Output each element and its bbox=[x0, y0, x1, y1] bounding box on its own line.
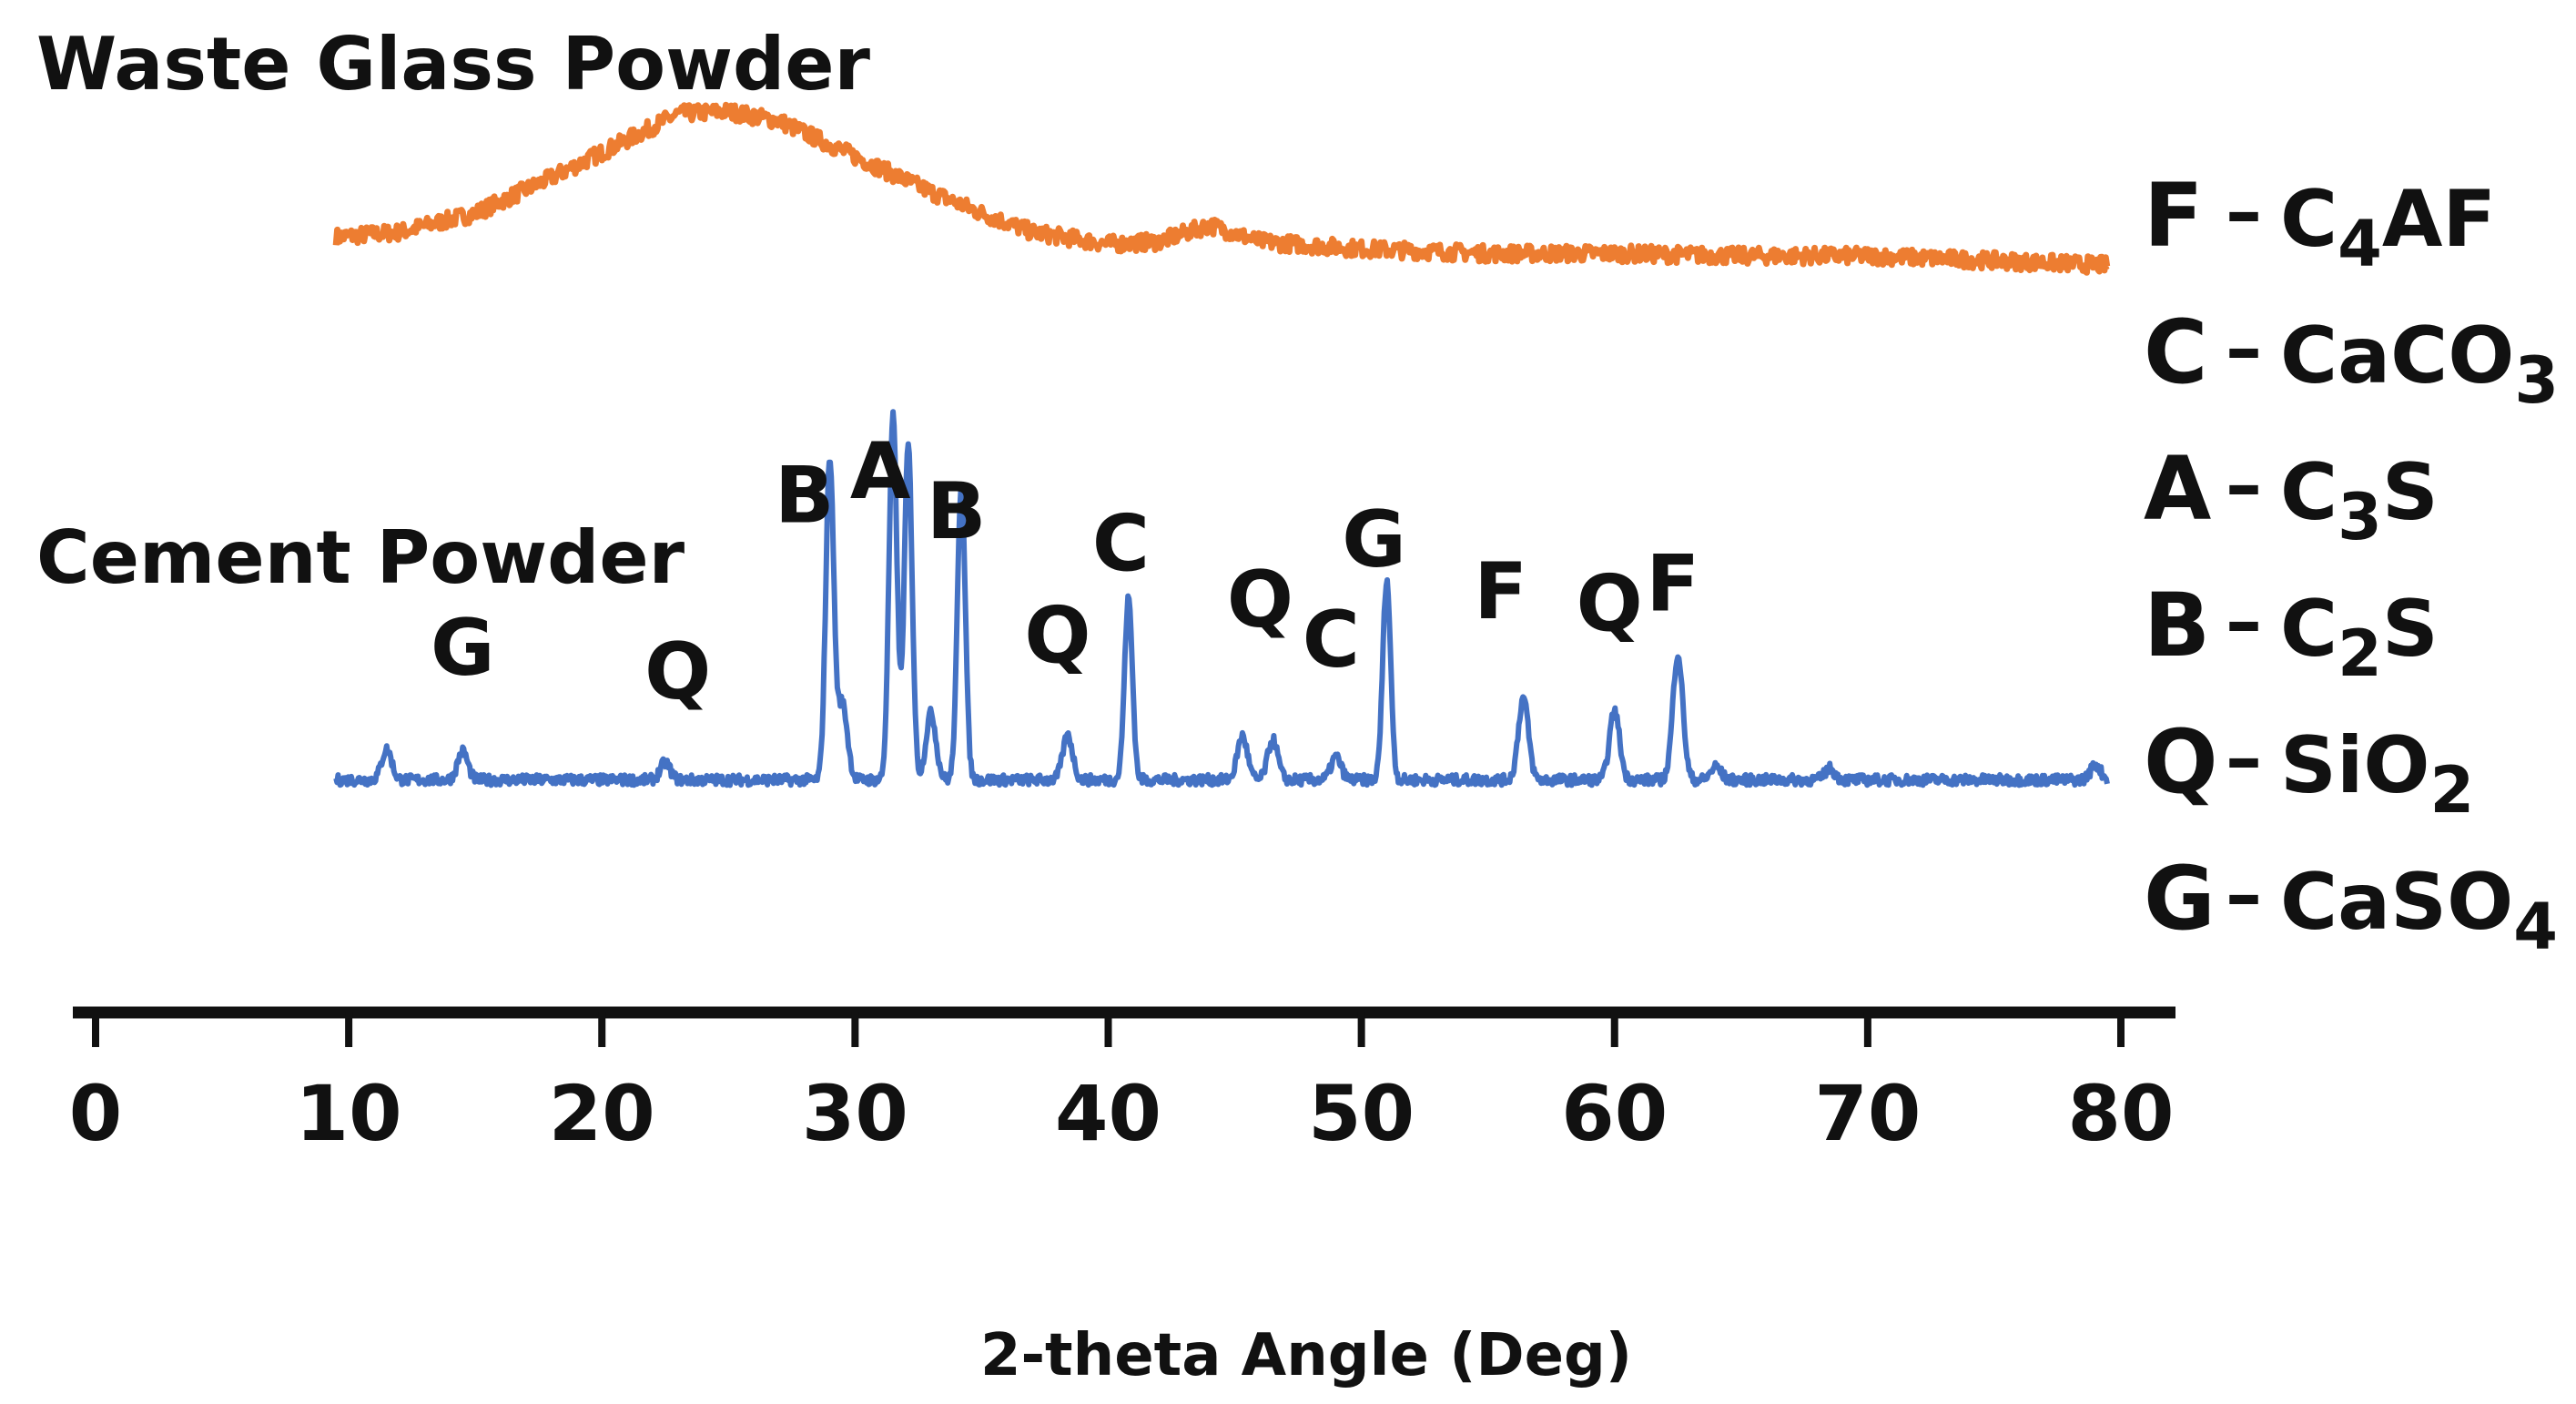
legend-formula: CaSO4 bbox=[2280, 857, 2558, 964]
peak-label-g-9: G bbox=[1342, 494, 1406, 585]
peak-label-b-4: B bbox=[927, 466, 987, 557]
legend-letter: G bbox=[2144, 848, 2216, 950]
x-tick-label-50: 50 bbox=[1308, 1069, 1415, 1158]
legend-letter: F bbox=[2144, 165, 2204, 267]
peak-label-g-0: G bbox=[431, 603, 495, 694]
series-line-cement bbox=[333, 409, 2110, 788]
x-tick-label-20: 20 bbox=[549, 1069, 655, 1158]
peak-label-f-12: F bbox=[1646, 538, 1699, 629]
x-tick-label-80: 80 bbox=[2068, 1069, 2175, 1158]
x-tick-label-60: 60 bbox=[1561, 1069, 1668, 1158]
legend-letter: A bbox=[2144, 438, 2211, 540]
x-axis-title: 2-theta Angle (Deg) bbox=[980, 1322, 1632, 1389]
legend-item-c: C – CaCO3 bbox=[2144, 301, 2559, 418]
legend-item-a: A – C3S bbox=[2144, 438, 2439, 554]
x-axis: 0 10 20 30 40 50 60 70 80 bbox=[69, 1006, 2175, 1158]
legend-item-b: B – C2S bbox=[2144, 575, 2439, 691]
x-tick-label-30: 30 bbox=[802, 1069, 908, 1158]
legend-item-q: Q – SiO2 bbox=[2144, 711, 2474, 828]
legend-formula: C4AF bbox=[2280, 174, 2496, 281]
legend-dash: – bbox=[2226, 306, 2262, 391]
legend-dash: – bbox=[2226, 169, 2262, 254]
peak-label-q-11: Q bbox=[1577, 558, 1643, 649]
legend-formula: C2S bbox=[2280, 584, 2439, 691]
peak-label-f-10: F bbox=[1474, 546, 1527, 637]
legend-formula: SiO2 bbox=[2280, 720, 2474, 828]
series-name-cement: Cement Powder bbox=[36, 515, 685, 600]
peak-label-q-1: Q bbox=[644, 626, 711, 717]
series-name-waste-glass: Waste Glass Powder bbox=[36, 22, 871, 107]
legend-item-f: F – C4AF bbox=[2144, 165, 2496, 281]
legend-dash: – bbox=[2226, 716, 2262, 800]
legend-formula: CaCO3 bbox=[2280, 310, 2559, 418]
peak-label-q-5: Q bbox=[1024, 591, 1090, 682]
legend-letter: Q bbox=[2144, 711, 2218, 813]
x-tick-label-70: 70 bbox=[1814, 1069, 1921, 1158]
x-tick-label-40: 40 bbox=[1055, 1069, 1161, 1158]
peak-label-c-8: C bbox=[1303, 595, 1360, 686]
legend-dash: – bbox=[2226, 443, 2262, 527]
legend-letter: C bbox=[2144, 301, 2207, 403]
legend-item-g: G – CaSO4 bbox=[2144, 848, 2558, 964]
series-layer bbox=[332, 101, 2111, 788]
legend-dash: – bbox=[2226, 579, 2262, 664]
peak-label-c-6: C bbox=[1092, 498, 1150, 589]
legend-letter: B bbox=[2144, 575, 2210, 677]
peak-label-a-3: A bbox=[850, 426, 911, 517]
legend-formula: C3S bbox=[2280, 447, 2439, 554]
series-line-waste-glass bbox=[332, 101, 2111, 276]
legend-dash: – bbox=[2226, 852, 2262, 937]
x-tick-label-10: 10 bbox=[296, 1069, 402, 1158]
x-tick-label-0: 0 bbox=[69, 1069, 122, 1158]
peak-label-b-2: B bbox=[775, 451, 835, 542]
peak-label-q-7: Q bbox=[1227, 554, 1293, 646]
